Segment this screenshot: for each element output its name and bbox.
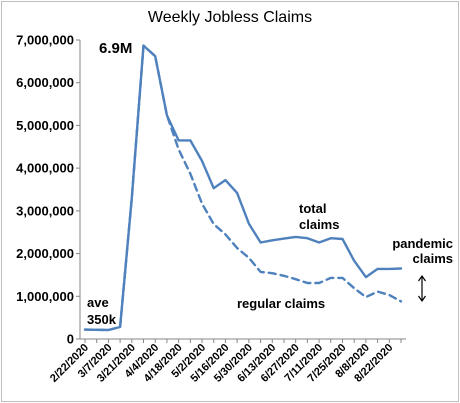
y-tick-label: 5,000,000	[16, 118, 74, 133]
series-layer	[83, 44, 403, 332]
chart-title: Weekly Jobless Claims	[148, 9, 312, 26]
total-claims-label-line2: claims	[299, 217, 339, 232]
y-tick-label: 2,000,000	[16, 246, 74, 261]
regular-claims-label: regular claims	[237, 296, 325, 311]
pandemic-claims-label-line1: pandemic	[392, 236, 453, 251]
y-tick-label: 1,000,000	[16, 289, 74, 304]
average-annotation-line1: ave	[87, 295, 109, 310]
y-tick-label: 3,000,000	[16, 203, 74, 218]
x-axis: 2/22/20203/7/20203/21/20204/4/20204/18/2…	[48, 338, 406, 385]
y-tick-label: 7,000,000	[16, 33, 74, 48]
annotations: 6.9M ave 350k total claims regular claim…	[87, 40, 453, 327]
y-tick-label: 0	[67, 332, 74, 347]
average-annotation-line2: 350k	[87, 312, 117, 327]
total-claims-line	[83, 44, 403, 332]
peak-annotation: 6.9M	[99, 40, 132, 57]
y-axis: 0 1,000,000 2,000,000 3,000,000 4,000,000 5,0…	[16, 33, 81, 347]
pandemic-claims-label-line2: claims	[413, 251, 453, 266]
y-tick-label: 6,000,000	[16, 75, 74, 90]
double-arrow-icon	[418, 274, 426, 303]
total-claims-label-line1: total	[299, 201, 326, 216]
y-tick-label: 4,000,000	[16, 161, 74, 176]
